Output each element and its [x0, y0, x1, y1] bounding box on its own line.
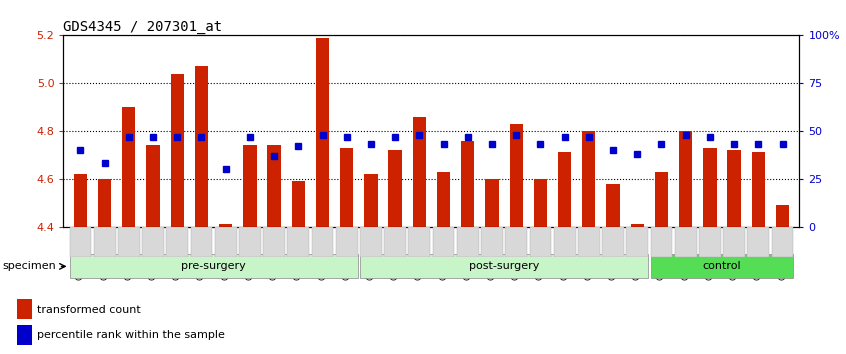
FancyBboxPatch shape: [360, 255, 648, 278]
Bar: [171, 74, 184, 227]
Bar: [751, 153, 765, 227]
Bar: [360, 227, 382, 257]
Text: pre-surgery: pre-surgery: [181, 261, 246, 271]
Bar: [311, 227, 333, 257]
Bar: [772, 227, 794, 257]
Bar: [626, 227, 648, 257]
Bar: [675, 227, 696, 257]
Bar: [263, 227, 285, 257]
FancyBboxPatch shape: [651, 255, 794, 278]
Bar: [461, 141, 475, 227]
Bar: [679, 131, 692, 227]
Bar: [509, 124, 523, 227]
Bar: [215, 227, 237, 257]
Bar: [69, 227, 91, 257]
Bar: [340, 148, 354, 227]
Bar: [288, 227, 309, 257]
Text: specimen: specimen: [3, 261, 56, 271]
Bar: [98, 179, 112, 227]
Bar: [630, 224, 644, 227]
Bar: [94, 227, 116, 257]
Bar: [142, 227, 164, 257]
Bar: [267, 145, 281, 227]
Bar: [457, 227, 479, 257]
Bar: [409, 227, 431, 257]
Bar: [190, 227, 212, 257]
Bar: [530, 227, 552, 257]
Bar: [365, 174, 377, 227]
Bar: [388, 150, 402, 227]
Bar: [602, 227, 624, 257]
Bar: [437, 172, 450, 227]
Bar: [292, 181, 305, 227]
Bar: [239, 227, 261, 257]
Bar: [195, 67, 208, 227]
Bar: [146, 145, 160, 227]
Bar: [747, 227, 769, 257]
Bar: [316, 38, 329, 227]
Bar: [74, 174, 87, 227]
Bar: [118, 227, 140, 257]
FancyBboxPatch shape: [69, 255, 358, 278]
Text: control: control: [703, 261, 741, 271]
Bar: [481, 227, 503, 257]
Bar: [243, 145, 256, 227]
Bar: [17, 325, 31, 345]
Bar: [413, 117, 426, 227]
Text: transformed count: transformed count: [37, 305, 141, 315]
Bar: [582, 131, 596, 227]
Bar: [122, 107, 135, 227]
Bar: [723, 227, 745, 257]
Bar: [486, 179, 498, 227]
Bar: [17, 299, 31, 319]
Bar: [534, 179, 547, 227]
Bar: [558, 153, 571, 227]
Bar: [336, 227, 358, 257]
Bar: [384, 227, 406, 257]
Bar: [703, 148, 717, 227]
Bar: [776, 205, 789, 227]
Bar: [554, 227, 575, 257]
Bar: [578, 227, 600, 257]
Bar: [655, 172, 668, 227]
Bar: [167, 227, 188, 257]
Bar: [728, 150, 741, 227]
Text: post-surgery: post-surgery: [469, 261, 539, 271]
Bar: [607, 184, 620, 227]
Bar: [651, 227, 673, 257]
Bar: [699, 227, 721, 257]
Text: percentile rank within the sample: percentile rank within the sample: [37, 330, 225, 340]
Bar: [432, 227, 454, 257]
Bar: [505, 227, 527, 257]
Bar: [219, 224, 233, 227]
Text: GDS4345 / 207301_at: GDS4345 / 207301_at: [63, 21, 222, 34]
